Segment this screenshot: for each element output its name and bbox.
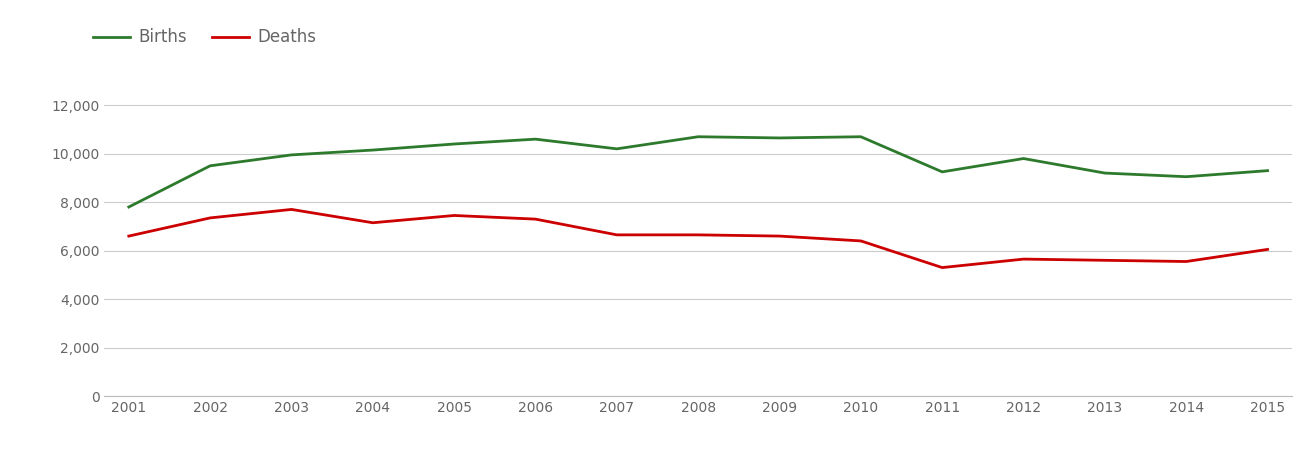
Deaths <box>1178 259 1194 264</box>
Deaths <box>690 232 706 238</box>
Deaths <box>527 216 543 222</box>
Births <box>690 134 706 140</box>
Births <box>365 147 381 153</box>
Line: Deaths: Deaths <box>129 209 1267 268</box>
Deaths <box>771 234 787 239</box>
Legend: Births, Deaths: Births, Deaths <box>86 22 322 53</box>
Deaths <box>1015 256 1031 262</box>
Deaths <box>283 207 299 212</box>
Births <box>121 204 137 210</box>
Births <box>934 169 950 175</box>
Births <box>853 134 869 140</box>
Deaths <box>934 265 950 270</box>
Line: Births: Births <box>129 137 1267 207</box>
Births <box>1259 168 1275 173</box>
Deaths <box>446 213 462 218</box>
Births <box>202 163 218 168</box>
Births <box>283 152 299 158</box>
Deaths <box>1098 257 1113 263</box>
Deaths <box>121 234 137 239</box>
Births <box>1098 171 1113 176</box>
Births <box>1178 174 1194 180</box>
Births <box>771 135 787 141</box>
Deaths <box>609 232 625 238</box>
Births <box>1015 156 1031 161</box>
Deaths <box>365 220 381 225</box>
Births <box>527 136 543 142</box>
Deaths <box>202 215 218 220</box>
Deaths <box>853 238 869 243</box>
Births <box>446 141 462 147</box>
Births <box>609 146 625 152</box>
Deaths <box>1259 247 1275 252</box>
